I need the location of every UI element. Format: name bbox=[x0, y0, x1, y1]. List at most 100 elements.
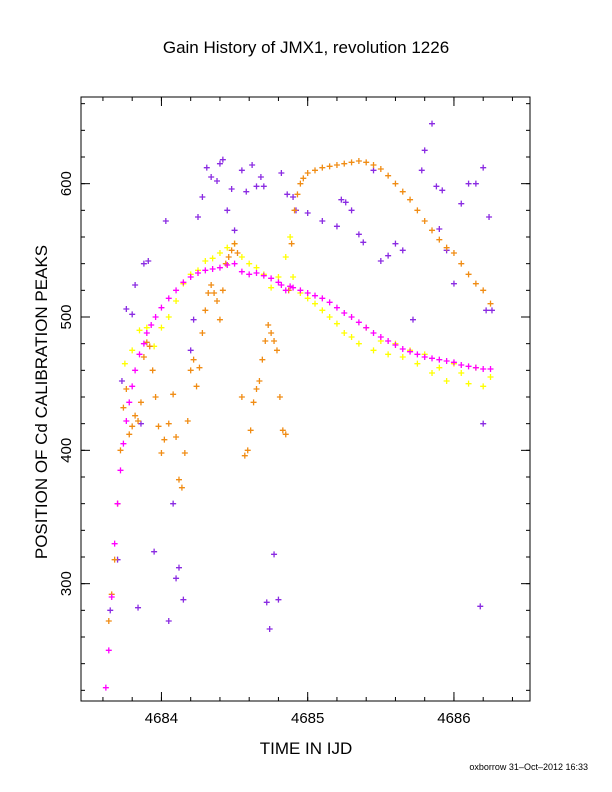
data-point bbox=[414, 207, 421, 214]
data-point bbox=[140, 260, 147, 267]
data-point bbox=[151, 548, 158, 555]
data-point bbox=[450, 280, 457, 287]
data-point bbox=[108, 594, 115, 600]
data-point bbox=[195, 270, 202, 276]
data-point bbox=[123, 418, 130, 424]
data-point bbox=[291, 207, 298, 214]
data-point bbox=[205, 290, 212, 296]
data-point bbox=[304, 170, 311, 176]
data-point bbox=[162, 218, 169, 224]
data-point bbox=[170, 500, 177, 507]
data-point bbox=[117, 447, 124, 454]
footer-credit: oxborrow 31–Oct–2012 16:33 bbox=[469, 762, 588, 772]
data-point bbox=[439, 187, 446, 194]
data-point bbox=[429, 227, 436, 234]
data-point bbox=[173, 298, 180, 304]
data-point bbox=[209, 266, 216, 272]
data-point bbox=[216, 160, 223, 167]
data-point bbox=[180, 279, 187, 286]
data-point bbox=[488, 307, 495, 314]
data-point bbox=[184, 418, 191, 424]
data-point bbox=[377, 334, 384, 340]
data-point bbox=[175, 476, 182, 483]
data-point bbox=[341, 160, 348, 167]
data-point bbox=[458, 200, 465, 207]
data-point bbox=[472, 364, 479, 371]
data-point bbox=[370, 162, 377, 168]
data-point bbox=[263, 599, 270, 606]
data-marks bbox=[102, 120, 495, 691]
data-point bbox=[132, 282, 139, 288]
data-point bbox=[486, 214, 493, 220]
data-point bbox=[208, 282, 215, 288]
data-point bbox=[137, 399, 144, 406]
data-point bbox=[246, 260, 253, 267]
data-point bbox=[216, 250, 223, 256]
data-point bbox=[326, 299, 333, 306]
data-point bbox=[129, 423, 136, 430]
data-point bbox=[121, 360, 128, 367]
data-point bbox=[266, 626, 273, 632]
data-point bbox=[377, 166, 384, 172]
data-point bbox=[260, 272, 267, 279]
data-point bbox=[155, 423, 162, 430]
data-point bbox=[259, 356, 266, 363]
data-point bbox=[399, 247, 406, 254]
data-point bbox=[370, 167, 377, 174]
data-point bbox=[458, 370, 465, 376]
data-point bbox=[304, 295, 311, 302]
data-point bbox=[208, 174, 215, 180]
data-point bbox=[123, 306, 130, 312]
data-point bbox=[294, 191, 301, 198]
y-tick-label-2: 500 bbox=[58, 304, 75, 329]
data-point bbox=[161, 436, 168, 443]
data-point bbox=[180, 596, 187, 603]
data-point bbox=[187, 274, 194, 280]
data-point bbox=[173, 434, 180, 440]
data-point bbox=[132, 367, 139, 374]
series-2 bbox=[105, 158, 494, 624]
data-point bbox=[333, 320, 340, 327]
data-point bbox=[114, 500, 121, 507]
data-point bbox=[333, 304, 340, 311]
data-point bbox=[385, 172, 392, 179]
data-point bbox=[158, 324, 165, 331]
data-point bbox=[225, 254, 232, 260]
data-point bbox=[238, 167, 245, 174]
data-point bbox=[132, 412, 139, 419]
data-point bbox=[275, 274, 282, 280]
data-point bbox=[165, 314, 172, 320]
data-point bbox=[284, 191, 291, 198]
data-point bbox=[175, 564, 182, 571]
data-point bbox=[123, 386, 130, 392]
data-point bbox=[253, 183, 260, 190]
y-tick-label-0: 300 bbox=[58, 571, 75, 596]
data-point bbox=[385, 351, 392, 358]
data-point bbox=[287, 283, 294, 290]
data-point bbox=[443, 244, 450, 251]
data-point bbox=[193, 383, 200, 390]
data-point bbox=[143, 330, 150, 336]
data-point bbox=[443, 358, 450, 364]
data-point bbox=[140, 340, 147, 347]
data-point bbox=[487, 300, 494, 307]
data-point bbox=[246, 271, 253, 278]
data-point bbox=[190, 316, 197, 323]
data-point bbox=[152, 314, 159, 320]
data-point bbox=[117, 467, 124, 474]
data-point bbox=[105, 618, 112, 624]
data-point bbox=[275, 596, 282, 603]
data-point bbox=[465, 271, 472, 278]
data-point bbox=[338, 196, 345, 203]
data-point bbox=[111, 556, 118, 563]
data-point bbox=[173, 287, 180, 294]
data-point bbox=[140, 354, 147, 360]
data-point bbox=[319, 218, 326, 224]
x-tick-label-2: 4686 bbox=[437, 710, 470, 727]
data-point bbox=[297, 180, 304, 187]
data-point bbox=[271, 338, 278, 344]
data-point bbox=[399, 188, 406, 195]
data-point bbox=[129, 311, 136, 318]
data-point bbox=[458, 260, 465, 267]
